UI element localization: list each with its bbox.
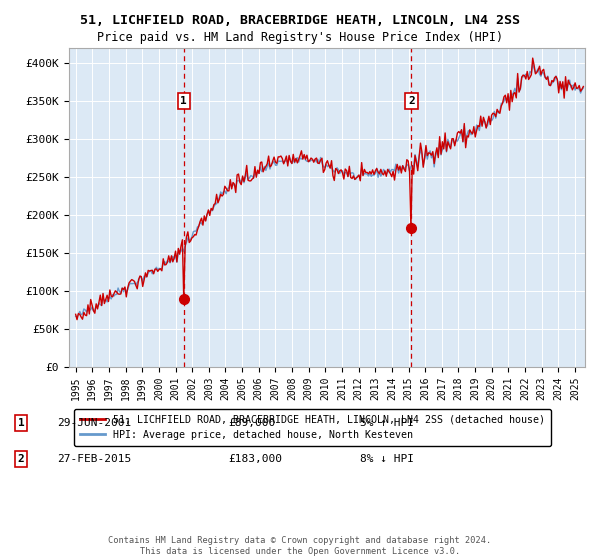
Text: 2: 2 (408, 96, 415, 106)
Text: Contains HM Land Registry data © Crown copyright and database right 2024.
This d: Contains HM Land Registry data © Crown c… (109, 536, 491, 556)
Text: 51, LICHFIELD ROAD, BRACEBRIDGE HEATH, LINCOLN, LN4 2SS: 51, LICHFIELD ROAD, BRACEBRIDGE HEATH, L… (80, 14, 520, 27)
Text: 1: 1 (181, 96, 187, 106)
Text: 8% ↓ HPI: 8% ↓ HPI (360, 454, 414, 464)
Text: 27-FEB-2015: 27-FEB-2015 (57, 454, 131, 464)
Text: 5% ↑ HPI: 5% ↑ HPI (360, 418, 414, 428)
Text: 29-JUN-2001: 29-JUN-2001 (57, 418, 131, 428)
Text: 1: 1 (17, 418, 25, 428)
Text: £89,000: £89,000 (228, 418, 275, 428)
Text: £183,000: £183,000 (228, 454, 282, 464)
Text: 2: 2 (17, 454, 25, 464)
Text: Price paid vs. HM Land Registry's House Price Index (HPI): Price paid vs. HM Land Registry's House … (97, 31, 503, 44)
Legend: 51, LICHFIELD ROAD, BRACEBRIDGE HEATH, LINCOLN, LN4 2SS (detached house), HPI: A: 51, LICHFIELD ROAD, BRACEBRIDGE HEATH, L… (74, 408, 551, 446)
